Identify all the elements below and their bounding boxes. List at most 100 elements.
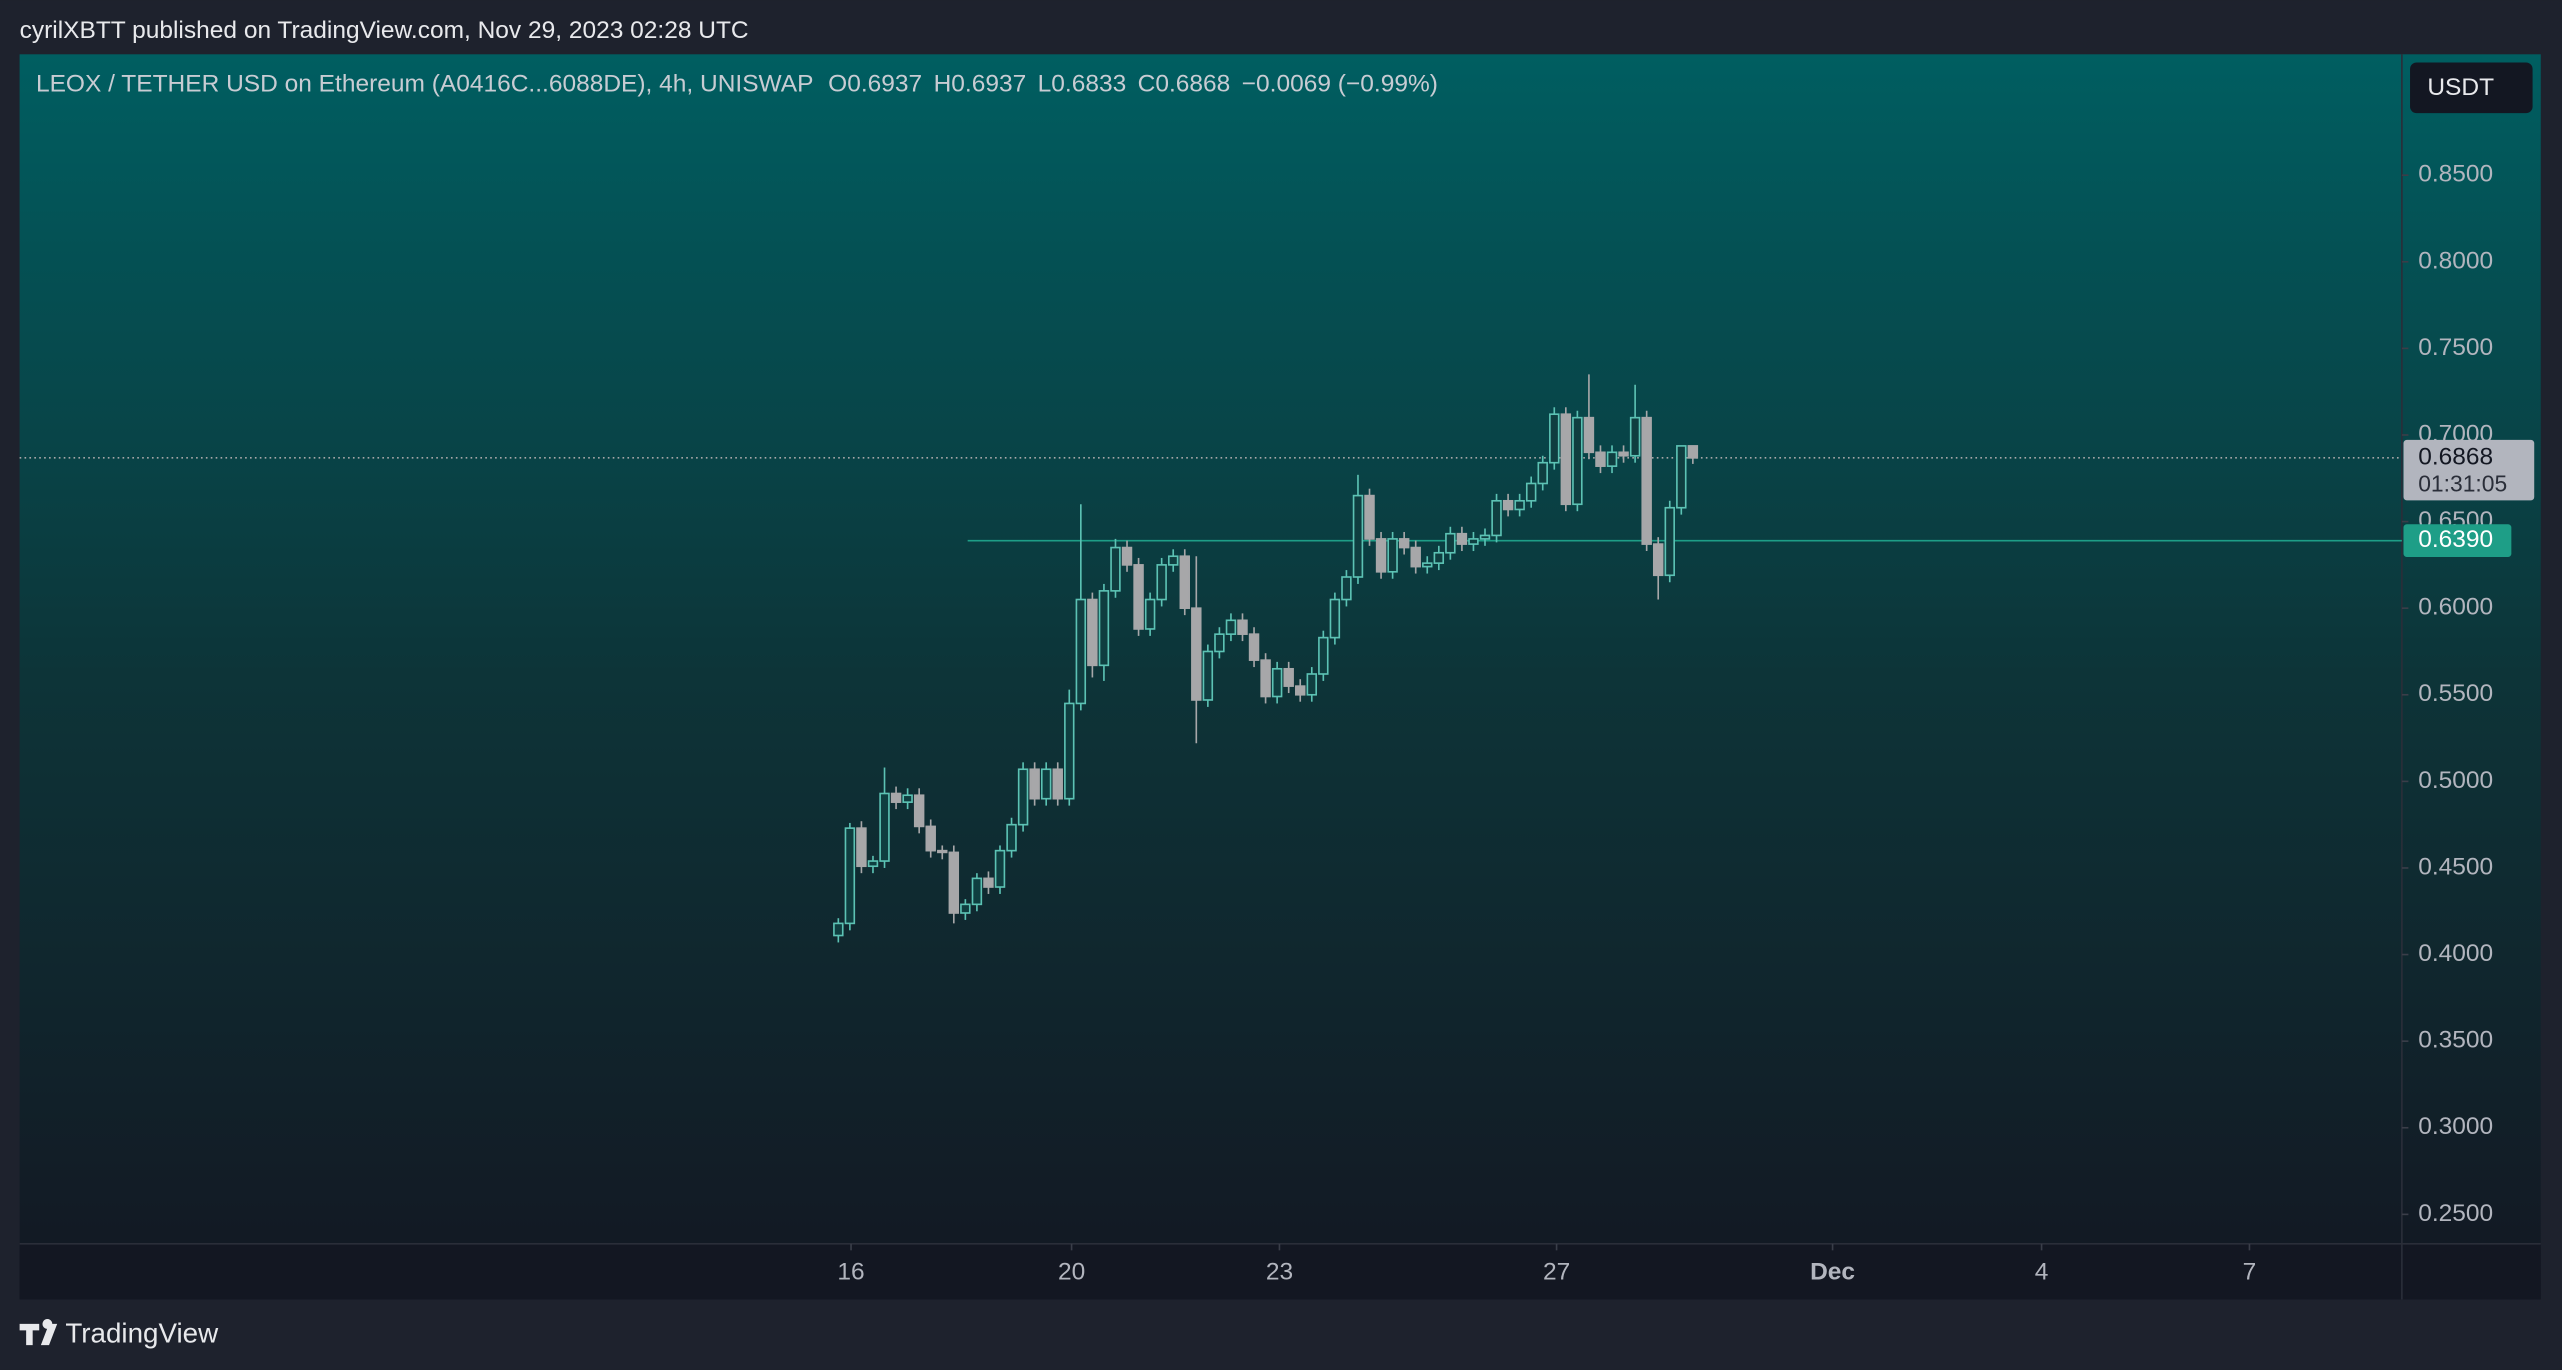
candle-body [890,792,902,803]
candle-body [1595,451,1606,467]
brand: TradingView [65,1318,219,1349]
countdown: 01:31:05 [2418,471,2507,497]
y-tick-label: 0.3500 [2418,1027,2493,1054]
candle-body [983,877,994,888]
candle-body [1098,590,1110,667]
candle-body [1676,445,1687,509]
candle-body [1629,416,1641,457]
candle-body [1121,546,1133,566]
candle-body [1687,445,1699,459]
symbol: LEOX / TETHER USD on Ethereum (A0416C...… [36,71,814,98]
candle-body [1641,416,1652,545]
currency-button[interactable] [2410,62,2533,114]
candle-body [1652,543,1664,577]
candle-body [1502,499,1514,511]
candle-body [902,794,913,803]
candle-body [867,860,879,868]
y-tick-label: 0.8500 [2418,161,2493,188]
candle-body [913,794,925,828]
candle-body [1433,551,1445,564]
candle-body [1064,702,1075,800]
candle-body [1664,506,1675,577]
candle-body [1329,598,1341,639]
candle-body [1318,636,1329,675]
candle-body [1260,659,1271,698]
candle-body [1341,576,1352,601]
candle-body [1087,598,1098,667]
candle-body [879,792,890,862]
candle-body [1583,416,1595,454]
ohlc-key: L [1038,71,1052,98]
line-price-box [2403,524,2512,557]
line-price-label: 0.6390 [2418,526,2493,553]
candle-body [1422,562,1433,568]
candle-body [1387,538,1398,573]
y-tick-label: 0.4000 [2418,940,2493,967]
legend-line: LEOX / TETHER USD on Ethereum (A0416C...… [36,71,1438,98]
candle-body [925,825,936,852]
x-tick-label: 7 [2243,1259,2257,1286]
candle-body [937,849,948,854]
tradingview-logo: TradingView [19,1318,219,1349]
candle-body [1167,555,1179,566]
x-tick-label: 4 [2035,1259,2049,1286]
candle-body [1491,499,1502,537]
candle-body [1479,534,1491,540]
candle-body [1352,494,1364,578]
candle-body [1549,413,1560,464]
change: −0.0069 (−0.99%) [1242,71,1438,98]
candle-body [1156,564,1167,601]
candle-body [1468,538,1479,545]
candle-body [1017,768,1029,826]
candle-body [1133,564,1144,630]
ohlc-key: H [934,71,952,98]
candle-body [1144,598,1156,630]
ohlc-value: 0.6868 [1155,71,1230,98]
candle-body [1029,768,1040,800]
y-tick-label: 0.5500 [2418,680,2493,707]
candle-body [1618,451,1629,457]
candle-body [1075,598,1087,705]
last-price-label: 0.6868 [2418,443,2493,470]
candle-body [1525,482,1537,502]
candle-body [1560,413,1572,506]
candle-body [1040,768,1052,800]
ohlc-key: C [1138,71,1156,98]
candle-body [948,851,960,914]
published-line: cyrilXBTT published on TradingView.com, … [20,17,749,44]
candle-body [1191,607,1202,701]
x-tick-label: 23 [1266,1259,1293,1286]
y-tick-label: 0.2500 [2418,1200,2493,1227]
candle-body [1110,546,1121,592]
ohlc: O0.6937 H0.6937 L0.6833 C0.6868 [828,71,1230,98]
candle-body [856,827,867,868]
y-tick-label: 0.7500 [2418,334,2493,361]
candle-body [1271,667,1283,698]
candle-body [1456,532,1468,545]
y-tick-label: 0.4500 [2418,853,2493,880]
ohlc-value: 0.6937 [847,71,922,98]
candle-body [1375,538,1387,573]
candle-body [1364,494,1375,540]
candle-body [1248,633,1260,661]
candle-body [1006,823,1017,852]
ohlc-value: 0.6833 [1051,71,1126,98]
candle-body [1214,633,1225,653]
time-axis-bg [19,1243,2541,1300]
candle-body [1283,667,1294,687]
candle-body [1537,461,1548,485]
candle-body [1295,685,1306,696]
x-tick-label: 20 [1058,1259,1085,1286]
plot: 0.2500 0.3000 0.3500 0.4000 0.4500 0.5000 0.55… [19,161,2493,1286]
ohlc-key: O [828,71,847,98]
currency[interactable]: USDT [2427,74,2494,101]
y-tick-label: 0.8000 [2418,247,2493,274]
candle-body [1445,532,1456,554]
candle-body [1052,768,1063,800]
candle-body [844,827,856,925]
logo-mark [19,1319,58,1346]
candle-body [1306,673,1318,696]
candle-body [994,849,1006,888]
